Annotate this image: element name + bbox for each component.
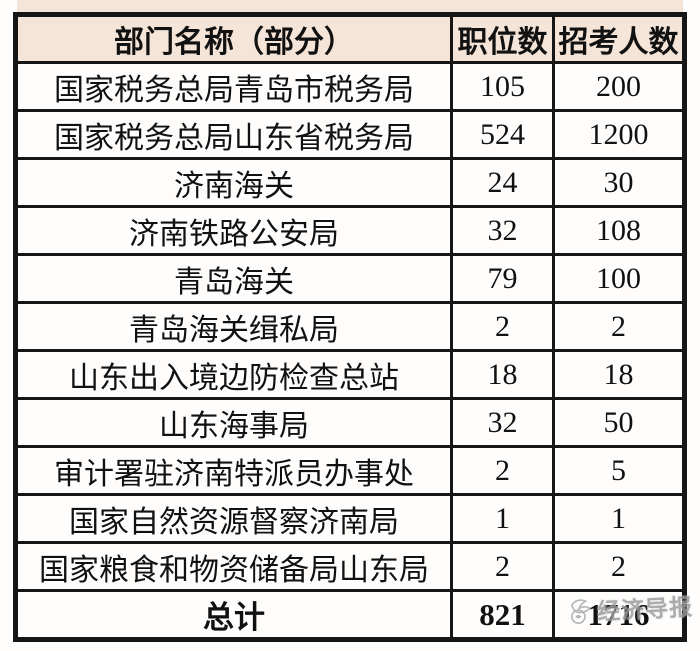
- department-cell: 青岛海关缉私局: [14, 301, 453, 352]
- positions-cell: 32: [450, 397, 555, 448]
- column-header-department: 部门名称（部分）: [14, 13, 453, 64]
- header-row: 部门名称（部分） 职位数 招考人数: [14, 13, 686, 64]
- recruits-cell: 50: [552, 397, 686, 448]
- table-row: 国家粮食和物资储备局山东局 2 2: [14, 541, 686, 592]
- table-row: 济南铁路公安局 32 108: [14, 205, 686, 256]
- recruits-cell: 100: [552, 253, 686, 304]
- department-cell: 济南铁路公安局: [14, 205, 453, 256]
- total-label-cell: 总计: [14, 589, 453, 641]
- recruits-cell: 5: [552, 445, 686, 496]
- recruits-cell: 2: [552, 301, 686, 352]
- table-row: 青岛海关缉私局 2 2: [14, 301, 686, 352]
- table-row: 济南海关 24 30: [14, 157, 686, 208]
- table-row: 审计署驻济南特派员办事处 2 5: [14, 445, 686, 496]
- department-cell: 审计署驻济南特派员办事处: [14, 445, 453, 496]
- total-recruits-cell: 1716: [552, 589, 686, 641]
- recruits-cell: 1: [552, 493, 686, 544]
- table-row: 山东出入境边防检查总站 18 18: [14, 349, 686, 400]
- positions-cell: 105: [450, 61, 555, 112]
- positions-cell: 79: [450, 253, 555, 304]
- column-header-positions: 职位数: [450, 13, 555, 64]
- recruits-cell: 108: [552, 205, 686, 256]
- recruits-cell: 1200: [552, 109, 686, 160]
- positions-cell: 18: [450, 349, 555, 400]
- top-strip: [17, 0, 683, 12]
- department-cell: 国家自然资源督察济南局: [14, 493, 453, 544]
- table-row: 国家自然资源督察济南局 1 1: [14, 493, 686, 544]
- positions-cell: 24: [450, 157, 555, 208]
- table-row: 山东海事局 32 50: [14, 397, 686, 448]
- recruits-cell: 200: [552, 61, 686, 112]
- recruits-cell: 18: [552, 349, 686, 400]
- table-row: 青岛海关 79 100: [14, 253, 686, 304]
- recruits-cell: 30: [552, 157, 686, 208]
- positions-cell: 2: [450, 541, 555, 592]
- department-cell: 国家税务总局青岛市税务局: [14, 61, 453, 112]
- column-header-recruits: 招考人数: [552, 13, 686, 64]
- department-cell: 国家税务总局山东省税务局: [14, 109, 453, 160]
- recruitment-table: 部门名称（部分） 职位数 招考人数 国家税务总局青岛市税务局 105 200 国…: [13, 12, 687, 642]
- recruits-cell: 2: [552, 541, 686, 592]
- department-cell: 青岛海关: [14, 253, 453, 304]
- positions-cell: 524: [450, 109, 555, 160]
- department-cell: 山东海事局: [14, 397, 453, 448]
- positions-cell: 1: [450, 493, 555, 544]
- total-positions-cell: 821: [450, 589, 555, 641]
- department-cell: 济南海关: [14, 157, 453, 208]
- total-row: 总计 821 1716: [14, 589, 686, 641]
- positions-cell: 32: [450, 205, 555, 256]
- department-cell: 山东出入境边防检查总站: [14, 349, 453, 400]
- table-row: 国家税务总局青岛市税务局 105 200: [14, 61, 686, 112]
- positions-cell: 2: [450, 445, 555, 496]
- department-cell: 国家粮食和物资储备局山东局: [14, 541, 453, 592]
- positions-cell: 2: [450, 301, 555, 352]
- table-row: 国家税务总局山东省税务局 524 1200: [14, 109, 686, 160]
